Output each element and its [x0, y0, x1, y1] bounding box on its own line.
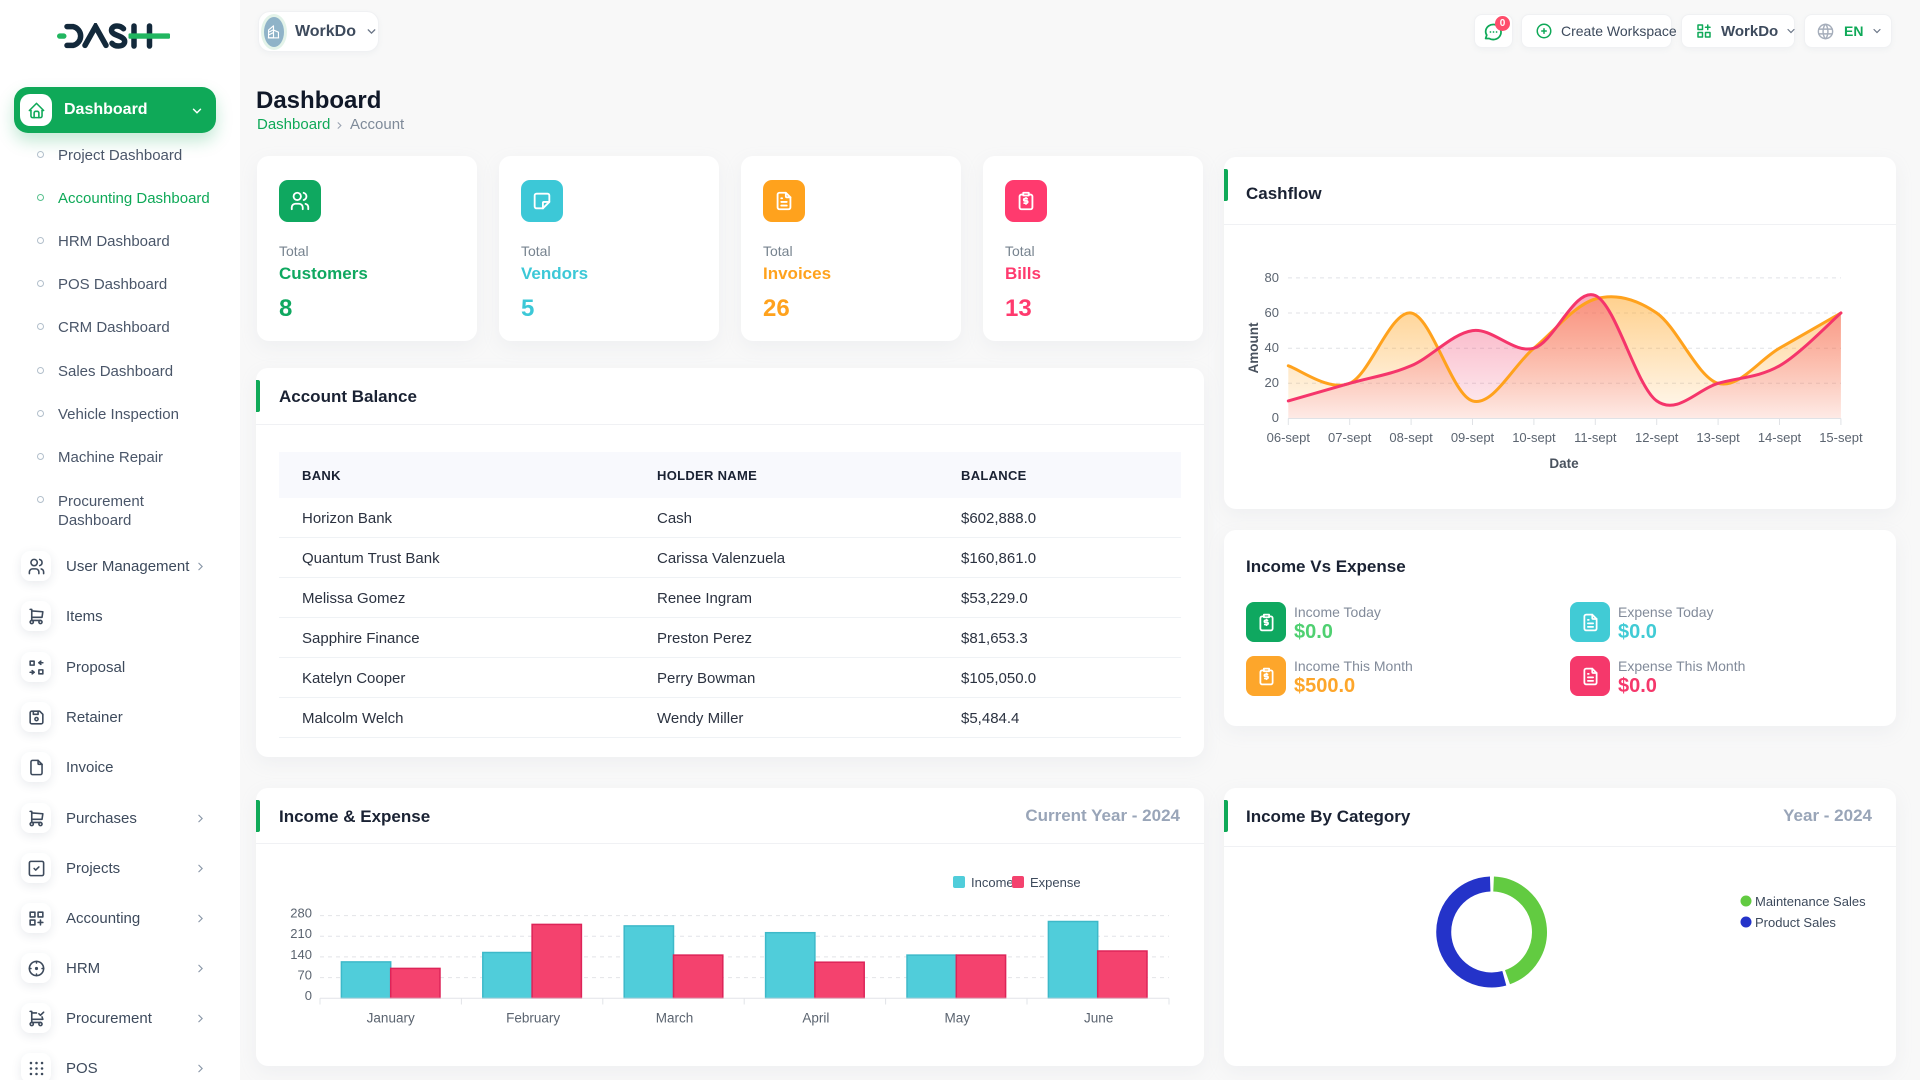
svg-text:60: 60 — [1265, 305, 1279, 320]
svg-text:80: 80 — [1265, 270, 1279, 285]
svg-text:09-sept: 09-sept — [1451, 430, 1495, 445]
svg-text:June: June — [1084, 1011, 1113, 1026]
svg-text:January: January — [367, 1011, 415, 1026]
svg-text:07-sept: 07-sept — [1328, 430, 1372, 445]
svg-text:140: 140 — [290, 947, 312, 962]
svg-text:10-sept: 10-sept — [1512, 430, 1556, 445]
svg-text:13-sept: 13-sept — [1696, 430, 1740, 445]
svg-text:April: April — [802, 1011, 829, 1026]
svg-text:210: 210 — [290, 926, 312, 941]
svg-text:08-sept: 08-sept — [1389, 430, 1433, 445]
svg-text:280: 280 — [290, 905, 312, 920]
svg-text:0: 0 — [1272, 410, 1279, 425]
svg-text:February: February — [506, 1011, 560, 1026]
svg-text:May: May — [945, 1011, 971, 1026]
svg-text:20: 20 — [1265, 375, 1279, 390]
svg-text:14-sept: 14-sept — [1758, 430, 1802, 445]
svg-text:70: 70 — [298, 967, 312, 982]
svg-text:Maintenance Sales: Maintenance Sales — [1755, 894, 1866, 909]
svg-text:12-sept: 12-sept — [1635, 430, 1679, 445]
svg-text:Product Sales: Product Sales — [1755, 915, 1836, 930]
svg-text:Date: Date — [1549, 456, 1579, 471]
svg-text:06-sept: 06-sept — [1267, 430, 1311, 445]
svg-text:0: 0 — [305, 988, 312, 1003]
svg-text:15-sept: 15-sept — [1819, 430, 1863, 445]
svg-text:11-sept: 11-sept — [1574, 430, 1617, 445]
svg-text:Expense: Expense — [1030, 875, 1081, 890]
svg-text:Amount: Amount — [1246, 322, 1261, 373]
svg-text:Income: Income — [971, 875, 1014, 890]
svg-text:40: 40 — [1265, 340, 1279, 355]
svg-text:March: March — [656, 1011, 694, 1026]
